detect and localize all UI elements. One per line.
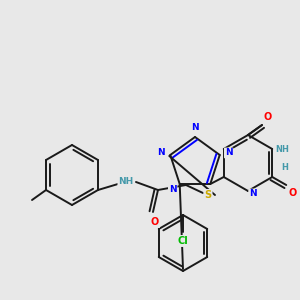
Text: O: O (264, 112, 272, 122)
Text: O: O (151, 217, 159, 227)
Text: S: S (204, 190, 211, 200)
Text: NH: NH (118, 178, 134, 187)
Text: O: O (288, 188, 296, 198)
Text: N: N (158, 148, 165, 158)
Text: Cl: Cl (178, 236, 188, 246)
Text: N: N (191, 124, 199, 133)
Text: H: H (281, 163, 288, 172)
Text: NH: NH (275, 145, 289, 154)
Text: N: N (225, 148, 232, 158)
Text: N: N (249, 190, 257, 199)
Text: N: N (169, 184, 176, 194)
